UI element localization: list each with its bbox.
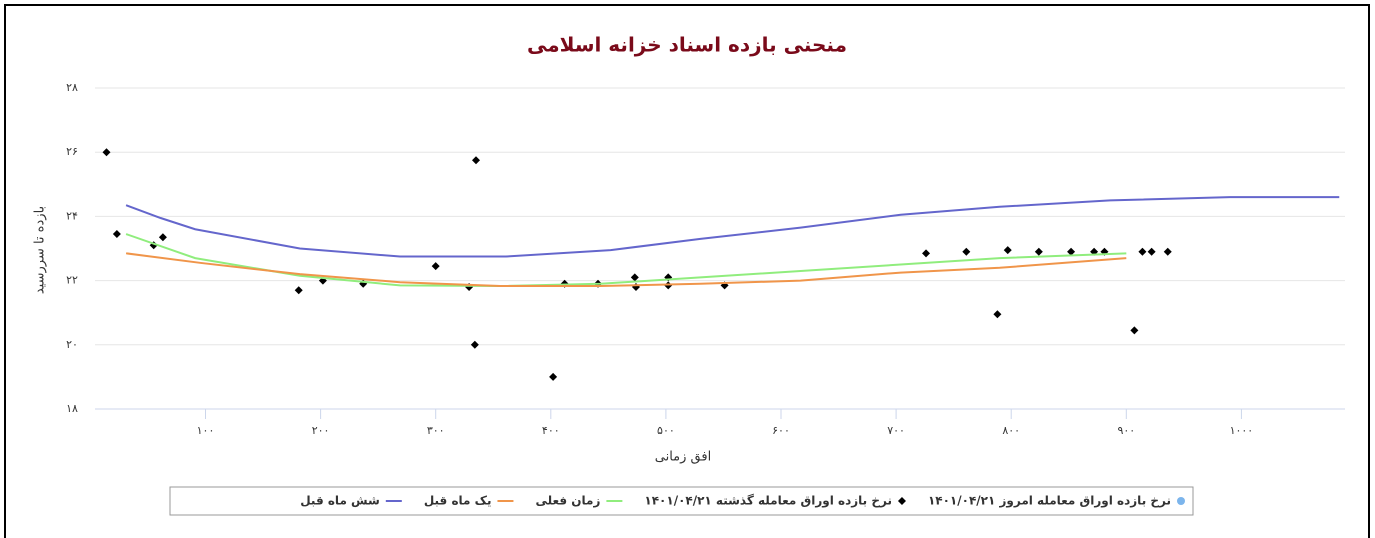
scatter-point [294,286,303,295]
scatter-point [549,372,558,381]
legend-label: نرخ بازده اوراق معامله امروز ۱۴۰۱/۰۴/۲۱ [928,494,1171,509]
scatter-point [431,262,440,271]
x-tick-label: ۲۰۰ [312,424,330,437]
scatter-point [993,310,1002,319]
scatter-point [158,233,167,242]
scatter-point [112,230,121,239]
legend-label: شش ماه قبل [300,494,380,508]
y-tick-label: ۲۶ [66,145,78,158]
chart-title: منحنی بازده اسناد خزانه اسلامی [527,33,847,57]
x-tick-label: ۶۰۰ [772,424,790,437]
y-axis-label: بازده تا سررسید [33,206,48,294]
y-tick-label: ۲۲ [66,274,78,287]
legend-box [169,486,1194,516]
scatter-point [1138,247,1147,256]
series-line [125,196,1340,258]
x-tick-label: ۱۰۰۰ [1230,424,1254,437]
scatter-point [1003,246,1012,255]
x-axis-label: افق زمانی [655,450,711,465]
scatter-point [102,148,111,157]
scatter-point [922,249,931,258]
y-tick-label: ۲۴ [66,209,78,222]
scatter-point [1130,326,1139,335]
x-tick-label: ۷۰۰ [887,424,905,437]
scatter-point [630,273,639,282]
legend-swatch [1177,497,1185,505]
x-tick-label: ۹۰۰ [1117,424,1135,437]
scatter-point [1147,247,1156,256]
legend-label: نرخ بازده اوراق معامله گذشته ۱۴۰۱/۰۴/۲۱ [644,494,892,509]
x-tick-label: ۳۰۰ [427,424,445,437]
series-line [125,252,1127,288]
scatter-point [1067,247,1076,256]
frame [4,4,1370,538]
legend-label: یک ماه قبل [424,494,492,508]
y-tick-label: ۱۸ [66,402,78,415]
y-tick-label: ۲۸ [66,81,78,94]
scatter-point [962,247,971,256]
legend-label: زمان فعلی [535,494,600,508]
scatter-point [470,340,479,349]
x-tick-label: ۵۰۰ [657,424,675,437]
scatter-point [1163,247,1172,256]
x-tick-label: ۱۰۰ [197,424,215,437]
x-tick-label: ۸۰۰ [1002,424,1020,437]
y-tick-label: ۲۰ [66,338,78,351]
x-tick-label: ۴۰۰ [542,424,560,437]
scatter-point [471,156,480,165]
scatter-point [1034,247,1043,256]
legend-swatch [897,497,906,505]
